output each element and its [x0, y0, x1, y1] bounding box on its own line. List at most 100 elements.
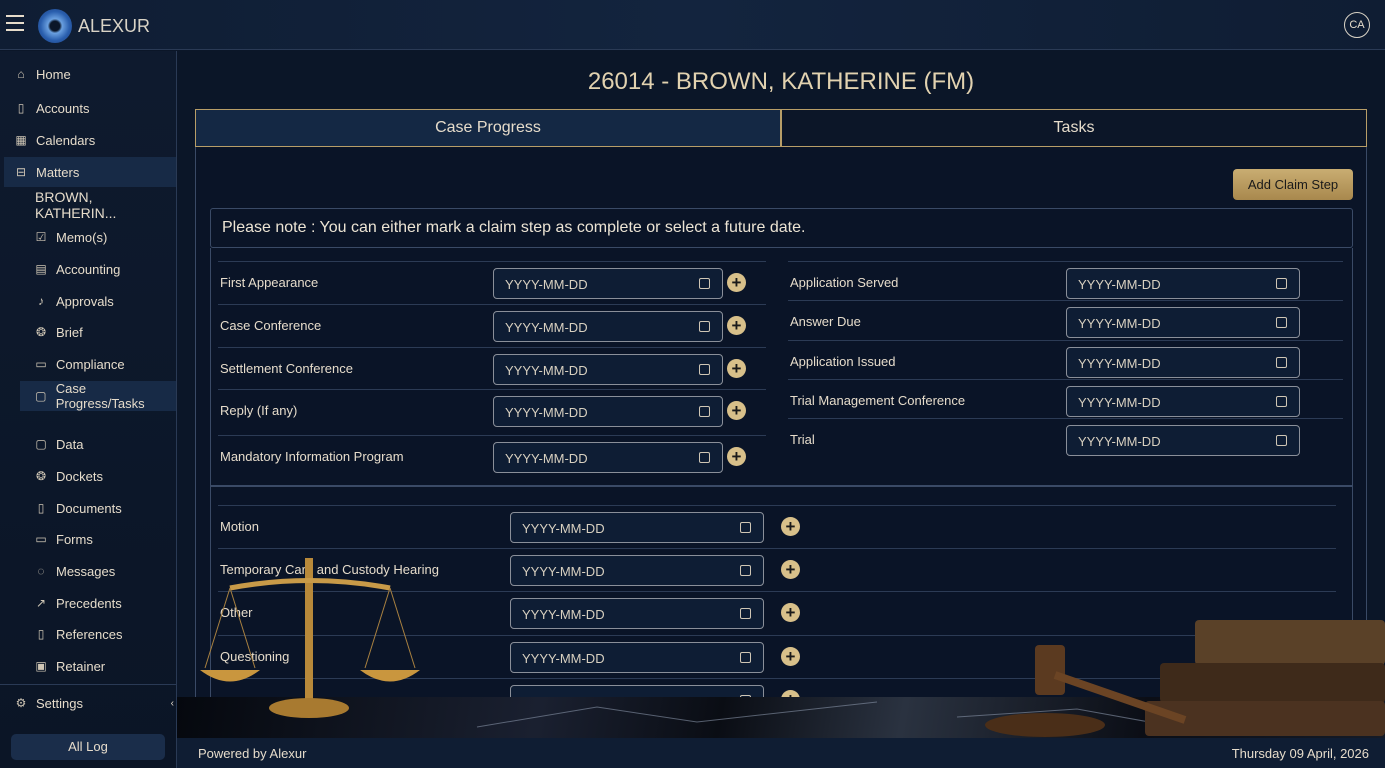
- sidebar-subitem-messages[interactable]: ◌ Messages: [20, 556, 176, 586]
- sidebar-subitem-memo-s-[interactable]: ☑ Memo(s): [35, 229, 108, 245]
- sidebar-subitem-references[interactable]: ▯ References: [20, 619, 176, 649]
- compliance-icon: ▭: [35, 357, 47, 371]
- sidebar-subitem-dockets[interactable]: ❂ Dockets: [35, 468, 103, 484]
- sidebar-subitem-accounting[interactable]: ▤ Accounting: [35, 261, 121, 277]
- sidebar-item-matters[interactable]: ⊟ Matters: [4, 157, 176, 187]
- add-icon[interactable]: +: [727, 316, 746, 335]
- complete-checkbox[interactable]: [699, 406, 710, 417]
- sidebar-subitem-data[interactable]: ▢ Data: [35, 436, 84, 452]
- claim-step-row: [218, 389, 766, 432]
- claim-step-row: [788, 418, 1343, 461]
- add-icon[interactable]: +: [727, 273, 746, 292]
- current-date: Thursday 09 April, 2026: [1231, 746, 1369, 761]
- complete-checkbox[interactable]: [1276, 396, 1287, 407]
- complete-checkbox[interactable]: [740, 652, 751, 663]
- complete-checkbox[interactable]: [1276, 317, 1287, 328]
- claim-step-label: Temporary Care and Custody Hearing: [220, 562, 439, 577]
- tab-case-progress[interactable]: Case Progress: [195, 109, 781, 147]
- home-icon: ⌂: [17, 67, 25, 81]
- reference-icon: ▯: [37, 627, 45, 641]
- claim-step-label: Questioning: [220, 649, 290, 664]
- date-placeholder: YYYY-MM-DD: [1078, 316, 1161, 331]
- add-icon[interactable]: +: [781, 517, 800, 536]
- claim-step-date-input[interactable]: YYYY-MM-DD: [1066, 347, 1300, 378]
- complete-checkbox[interactable]: [740, 565, 751, 576]
- sidebar-subitem-documents[interactable]: ▯ Documents: [20, 493, 176, 523]
- add-icon[interactable]: +: [727, 401, 746, 420]
- date-placeholder: YYYY-MM-DD: [505, 363, 588, 378]
- claim-step-date-input[interactable]: YYYY-MM-DD: [510, 512, 764, 543]
- date-placeholder: YYYY-MM-DD: [505, 405, 588, 420]
- claim-step-date-input[interactable]: YYYY-MM-DD: [510, 642, 764, 673]
- folder-icon: ⊟: [15, 165, 27, 179]
- sidebar-subitem-compliance[interactable]: ▭ Compliance: [35, 356, 125, 372]
- claim-step-date-input[interactable]: YYYY-MM-DD: [510, 555, 764, 586]
- divider: [0, 684, 177, 685]
- add-icon[interactable]: +: [727, 447, 746, 466]
- claim-step-row: [788, 261, 1343, 304]
- claim-step-row: [218, 347, 766, 390]
- trend-icon: ↗: [35, 596, 47, 610]
- sidebar-item-calendars[interactable]: ▦ Calendars: [15, 132, 96, 148]
- claim-step-row: [218, 304, 766, 347]
- sidebar-subitem-case-progress-tasks[interactable]: ▢ Case Progress/Tasks: [20, 381, 176, 411]
- claim-step-row: [788, 300, 1343, 343]
- claim-step-date-input[interactable]: YYYY-MM-DD: [510, 598, 764, 629]
- claim-step-label: Answer Due: [790, 314, 861, 329]
- date-placeholder: YYYY-MM-DD: [1078, 395, 1161, 410]
- complete-checkbox[interactable]: [699, 278, 710, 289]
- sidebar-subitem-precedents[interactable]: ↗ Precedents: [35, 595, 122, 611]
- complete-checkbox[interactable]: [1276, 278, 1287, 289]
- claim-step-label: Motion: [220, 519, 260, 534]
- sidebar-item-settings[interactable]: ⚙ Settings ‹: [15, 695, 174, 711]
- date-placeholder: YYYY-MM-DD: [1078, 356, 1161, 371]
- claim-step-date-input[interactable]: YYYY-MM-DD: [1066, 425, 1300, 456]
- claim-step-date-input[interactable]: YYYY-MM-DD: [1066, 386, 1300, 417]
- collapse-icon[interactable]: ‹: [170, 697, 174, 709]
- claim-step-row: [788, 340, 1343, 383]
- date-placeholder: YYYY-MM-DD: [522, 651, 605, 666]
- complete-checkbox[interactable]: [740, 522, 751, 533]
- all-log-button[interactable]: All Log: [11, 734, 165, 760]
- avatar[interactable]: CA: [1344, 12, 1370, 38]
- claim-step-date-input[interactable]: YYYY-MM-DD: [1066, 268, 1300, 299]
- add-claim-step-button[interactable]: Add Claim Step: [1233, 169, 1353, 200]
- sidebar-item-home[interactable]: ⌂ Home: [4, 59, 176, 89]
- menu-icon[interactable]: [6, 15, 24, 31]
- add-icon[interactable]: +: [781, 560, 800, 579]
- claim-step-label: Mandatory Information Program: [220, 449, 404, 464]
- claim-step-date-input[interactable]: YYYY-MM-DD: [493, 354, 723, 385]
- claim-step-date-input[interactable]: YYYY-MM-DD: [493, 396, 723, 427]
- sidebar-subitem-forms[interactable]: ▭ Forms: [35, 531, 93, 547]
- date-placeholder: YYYY-MM-DD: [505, 320, 588, 335]
- claim-step-date-input[interactable]: YYYY-MM-DD: [493, 268, 723, 299]
- claim-step-label: Trial Management Conference: [790, 393, 966, 408]
- book-icon: ▯: [17, 101, 25, 115]
- add-icon[interactable]: +: [781, 603, 800, 622]
- sidebar-subitem-approvals[interactable]: ♪ Approvals: [20, 286, 176, 316]
- add-icon[interactable]: +: [727, 359, 746, 378]
- claim-step-label: Case Conference: [220, 318, 322, 333]
- add-icon[interactable]: +: [781, 647, 800, 666]
- brief-icon: ❂: [35, 325, 47, 339]
- sidebar-matter-name[interactable]: BROWN, KATHERIN...: [35, 189, 117, 221]
- top-bar: ALEXUR CA: [0, 0, 1385, 50]
- complete-checkbox[interactable]: [740, 608, 751, 619]
- complete-checkbox[interactable]: [699, 452, 710, 463]
- sidebar-subitem-retainer[interactable]: ▣ Retainer: [35, 658, 106, 674]
- claim-step-label: Trial: [790, 432, 815, 447]
- claim-step-date-input[interactable]: YYYY-MM-DD: [1066, 307, 1300, 338]
- complete-checkbox[interactable]: [1276, 357, 1287, 368]
- complete-checkbox[interactable]: [699, 321, 710, 332]
- claim-step-date-input[interactable]: YYYY-MM-DD: [493, 311, 723, 342]
- tab-tasks[interactable]: Tasks: [781, 109, 1367, 147]
- dockets-icon: ❂: [35, 469, 47, 483]
- sidebar-subitem-brief[interactable]: ❂ Brief: [35, 324, 83, 340]
- claim-step-row: [218, 678, 1336, 721]
- complete-checkbox[interactable]: [1276, 435, 1287, 446]
- claim-step-label: Settlement Conference: [220, 361, 353, 376]
- claim-step-date-input[interactable]: YYYY-MM-DD: [493, 442, 723, 473]
- claim-step-label: Other: [220, 605, 253, 620]
- sidebar-item-accounts[interactable]: ▯ Accounts: [4, 93, 176, 123]
- complete-checkbox[interactable]: [699, 364, 710, 375]
